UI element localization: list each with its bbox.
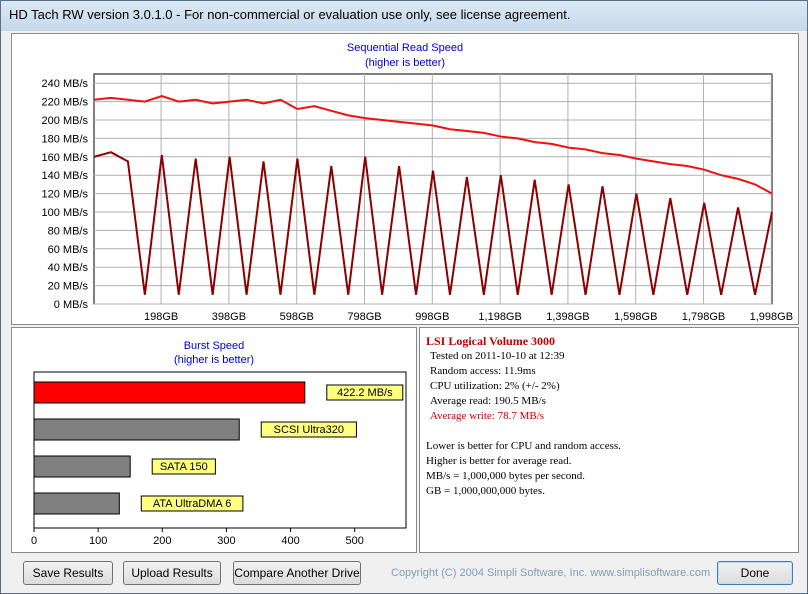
burst-x-tick-label: 100	[89, 535, 107, 547]
seq-y-tick-label: 160 MB/s	[42, 152, 89, 164]
burst-x-axis: 0 100 200 300 400 500	[31, 528, 364, 547]
seq-chart-title: Sequential Read Speed	[346, 42, 464, 54]
burst-x-tick-label: 200	[153, 535, 171, 547]
seq-chart-svg: 0 MB/s 20 MB/s 40 MB/s 60 MB/s 80 MB/s 100 MB…	[42, 73, 793, 323]
sequential-read-panel: Sequential Read Speed (higher is better)…	[11, 33, 799, 325]
burst-chart-svg: 422.2 MB/s SCSI Ultra320 SATA 150 ATA Ultra…	[31, 371, 407, 547]
burst-chart-subtitle: (higher is better)	[173, 354, 255, 366]
random-access: Random access: 11.9ms	[430, 365, 536, 377]
note-gb-def: GB = 1,000,000,000 bytes.	[426, 485, 545, 497]
results-text: LSI Logical Volume 3000 Tested on 2011-1…	[426, 334, 621, 499]
seq-x-tick-label: 798GB	[347, 311, 381, 323]
seq-y-tick-label: 20 MB/s	[48, 281, 89, 293]
seq-y-tick-label: 220 MB/s	[42, 97, 89, 109]
seq-x-tick-label: 1,798GB	[682, 311, 725, 323]
tested-on: Tested on 2011-10-10 at 12:39	[430, 350, 565, 362]
burst-label: ATA UltraDMA 6	[153, 498, 231, 510]
seq-y-tick-label: 80 MB/s	[48, 225, 89, 237]
note-mbs-def: MB/s = 1,000,000 bytes per second.	[426, 470, 585, 482]
seq-y-tick-label: 180 MB/s	[42, 133, 89, 145]
seq-x-tick-label: 1,398GB	[546, 311, 589, 323]
burst-x-tick-label: 0	[31, 535, 37, 547]
burst-chart-title: Burst Speed	[183, 340, 245, 352]
copyright-text: Copyright (C) 2004 Simpli Software, Inc.…	[391, 567, 711, 579]
cpu-utilization: CPU utilization: 2% (+/- 2%)	[430, 380, 560, 392]
seq-x-tick-label: 398GB	[212, 311, 246, 323]
seq-y-tick-label: 140 MB/s	[42, 170, 89, 182]
burst-bar	[33, 418, 240, 441]
seq-x-tick-label: 1,198GB	[478, 311, 521, 323]
window-title: HD Tach RW version 3.0.1.0 - For non-com…	[9, 7, 571, 22]
upload-results-button[interactable]: Upload Results	[123, 561, 221, 585]
seq-y-tick-label: 120 MB/s	[42, 189, 89, 201]
seq-x-tick-label: 1,598GB	[614, 311, 657, 323]
burst-label-box	[140, 495, 244, 512]
save-results-button[interactable]: Save Results	[23, 561, 113, 585]
seq-y-tick-label: 240 MB/s	[42, 78, 89, 90]
burst-label-box	[260, 421, 357, 438]
burst-label-box	[151, 458, 216, 475]
seq-x-tick-label: 198GB	[144, 311, 178, 323]
note-lower-better: Lower is better for CPU and random acces…	[426, 440, 621, 452]
burst-speed-panel: Burst Speed (higher is better) 422.2 MB/…	[11, 327, 417, 553]
burst-label: 422.2 MB/s	[337, 387, 393, 399]
seq-series-line-1	[93, 151, 773, 296]
burst-bars: 422.2 MB/s SCSI Ultra320 SATA 150 ATA Ultra…	[33, 381, 404, 515]
burst-label: SATA 150	[160, 461, 208, 473]
burst-x-tick-label: 500	[346, 535, 364, 547]
seq-y-tick-label: 0 MB/s	[54, 299, 89, 311]
seq-y-tick-label: 40 MB/s	[48, 262, 89, 274]
seq-y-tick-label: 100 MB/s	[42, 207, 89, 219]
seq-y-tick-label: 60 MB/s	[48, 244, 89, 256]
burst-bar	[33, 381, 306, 404]
burst-label-box	[326, 384, 404, 401]
seq-x-tick-label: 1,998GB	[750, 311, 793, 323]
done-button[interactable]: Done	[717, 561, 793, 585]
seq-x-tick-label: 598GB	[280, 311, 314, 323]
compare-drive-button[interactable]: Compare Another Drive	[233, 561, 361, 585]
burst-bar	[33, 492, 120, 515]
note-higher-better: Higher is better for average read.	[426, 455, 572, 467]
burst-x-tick-label: 400	[281, 535, 299, 547]
seq-plot-area	[93, 73, 773, 305]
seq-y-tick-label: 200 MB/s	[42, 115, 89, 127]
seq-x-axis: 198GB 398GB 598GB 798GB 998GB 1,198GB 1,398GB 1…	[144, 311, 793, 323]
burst-bar	[33, 455, 131, 478]
drive-name: LSI Logical Volume 3000	[426, 334, 556, 348]
burst-x-tick-label: 300	[217, 535, 235, 547]
title-bar[interactable]: HD Tach RW version 3.0.1.0 - For non-com…	[1, 1, 807, 31]
seq-series	[93, 95, 773, 296]
seq-series-line-0	[93, 95, 773, 195]
seq-x-tick-label: 998GB	[415, 311, 449, 323]
results-panel: LSI Logical Volume 3000 Tested on 2011-1…	[419, 327, 799, 553]
seq-y-axis: 0 MB/s 20 MB/s 40 MB/s 60 MB/s 80 MB/s 100 MB…	[42, 78, 89, 311]
average-read: Average read: 190.5 MB/s	[430, 395, 546, 407]
burst-label: SCSI Ultra320	[274, 424, 344, 436]
seq-chart-subtitle: (higher is better)	[364, 57, 446, 69]
average-write: Average write: 78.7 MB/s	[430, 410, 545, 422]
